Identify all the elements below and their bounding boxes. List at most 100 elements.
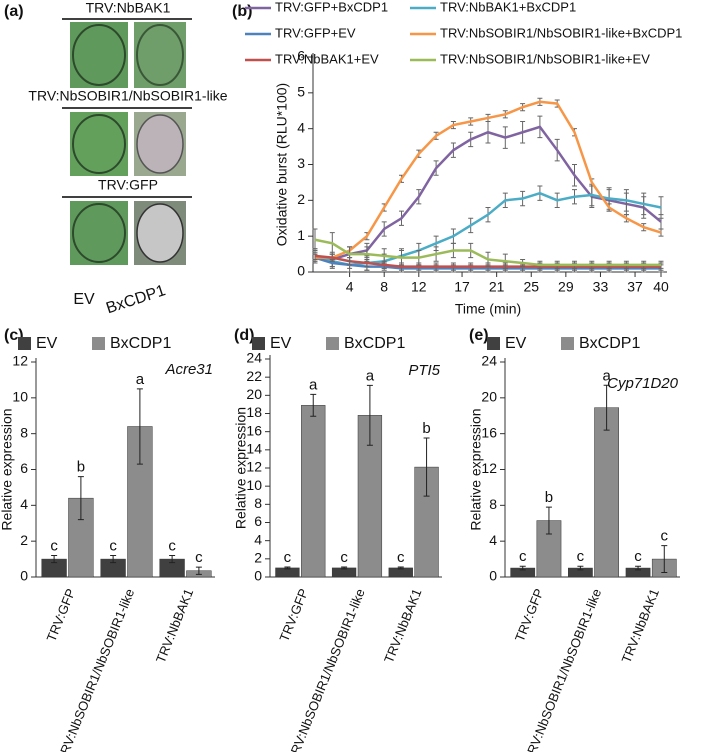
significance-letter: b bbox=[545, 489, 553, 506]
error-bar bbox=[169, 555, 176, 564]
y-tick-label: 4 bbox=[254, 531, 262, 547]
legend-label: TRV:GFP+EV bbox=[275, 25, 356, 40]
significance-letter: c bbox=[634, 548, 642, 565]
y-tick-label: 18 bbox=[246, 404, 262, 420]
legend-label: BxCDP1 bbox=[110, 335, 171, 352]
error-bar bbox=[545, 506, 552, 535]
error-bar bbox=[136, 388, 143, 465]
legend-swatch bbox=[326, 337, 339, 350]
error-bar bbox=[635, 565, 642, 571]
panel-label: (b) bbox=[232, 3, 252, 20]
legend-label: TRV:NbSOBIR1/NbSOBIR1-like+EV bbox=[440, 51, 650, 66]
column-label: BxCDP1 bbox=[104, 282, 168, 317]
legend-label: EV bbox=[505, 335, 527, 352]
x-tick-label: TRV:GFP bbox=[276, 587, 311, 644]
legend-label: TRV:GFP+BxCDP1 bbox=[275, 0, 388, 14]
y-tick-label: 12 bbox=[481, 460, 497, 476]
leaf-mark bbox=[136, 203, 184, 263]
y-tick-label: 1 bbox=[297, 227, 305, 243]
error-bar bbox=[423, 437, 430, 497]
legend-label: EV bbox=[36, 335, 58, 352]
y-tick-label: 12 bbox=[12, 353, 28, 369]
y-tick-label: 8 bbox=[489, 496, 497, 512]
legend-label: TRV:NbBAK1+BxCDP1 bbox=[440, 0, 576, 14]
x-tick-label: 4 bbox=[346, 279, 354, 295]
y-tick-label: 16 bbox=[481, 424, 497, 440]
gene-annotation: PTI5 bbox=[408, 362, 440, 379]
y-tick-label: 6 bbox=[20, 460, 28, 476]
error-bar bbox=[195, 566, 202, 575]
x-tick-label: TRV:NbBAK1 bbox=[153, 587, 196, 666]
error-bar bbox=[603, 384, 610, 431]
y-tick-label: 4 bbox=[489, 532, 497, 548]
legend-swatch bbox=[18, 337, 31, 350]
y-tick-label: 4 bbox=[20, 496, 28, 512]
legend-label: BxCDP1 bbox=[344, 335, 405, 352]
error-bar bbox=[341, 566, 348, 570]
x-tick-label: TRV:GFP bbox=[512, 587, 547, 644]
x-axis-title: Time (min) bbox=[455, 301, 521, 317]
y-tick-label: 10 bbox=[246, 477, 262, 493]
row-label: TRV:GFP bbox=[98, 177, 158, 193]
y-tick-label: 24 bbox=[481, 353, 497, 369]
x-tick-label: 21 bbox=[489, 279, 505, 295]
y-tick-label: 8 bbox=[20, 424, 28, 440]
column-label: EV bbox=[73, 291, 95, 308]
y-tick-label: 2 bbox=[297, 191, 305, 207]
gene-annotation: Cyp71D20 bbox=[607, 375, 679, 392]
significance-letter: b bbox=[422, 420, 430, 437]
significance-letter: a bbox=[602, 367, 611, 384]
significance-letter: c bbox=[577, 548, 585, 565]
leaf-image bbox=[134, 22, 186, 88]
leaf-mark bbox=[72, 203, 126, 263]
leaf-image bbox=[70, 112, 128, 176]
legend-label: TRV:NbBAK1+EV bbox=[275, 51, 379, 66]
x-tick-label: TRV:GFP bbox=[44, 587, 79, 644]
leaf-image bbox=[70, 22, 128, 88]
significance-letter: b bbox=[77, 459, 85, 476]
panel-label: (a) bbox=[4, 3, 24, 20]
x-tick-label: 25 bbox=[523, 279, 539, 295]
error-bar bbox=[658, 228, 664, 237]
error-bar bbox=[310, 393, 317, 417]
significance-letter: c bbox=[340, 549, 348, 566]
y-tick-label: 2 bbox=[254, 550, 262, 566]
y-tick-label: 12 bbox=[246, 459, 262, 475]
y-tick-label: 22 bbox=[246, 368, 262, 384]
x-tick-label: 40 bbox=[653, 279, 669, 295]
error-bar bbox=[110, 555, 117, 564]
row-label: TRV:NbBAK1 bbox=[86, 0, 171, 16]
error-bar bbox=[397, 566, 404, 570]
legend-label: BxCDP1 bbox=[579, 335, 640, 352]
image-panel: TRV:NbBAK1 TRV:NbSOBIR1/NbSOBIR1-like TR… bbox=[28, 0, 227, 317]
panel-label: (d) bbox=[234, 327, 254, 344]
y-tick-label: 10 bbox=[12, 389, 28, 405]
y-tick-label: 5 bbox=[297, 84, 305, 100]
y-axis-title: Relative expression bbox=[233, 407, 249, 529]
legend-label: TRV:NbSOBIR1/NbSOBIR1-like+BxCDP1 bbox=[440, 25, 682, 40]
series-line bbox=[315, 100, 662, 259]
y-tick-label: 6 bbox=[254, 513, 262, 529]
legend-swatch bbox=[487, 337, 500, 350]
y-tick-label: 8 bbox=[254, 495, 262, 511]
x-tick-label: TRV:NbBAK1 bbox=[381, 587, 424, 666]
significance-letter: c bbox=[519, 548, 527, 565]
legend-label: EV bbox=[270, 335, 292, 352]
row-label: TRV:NbSOBIR1/NbSOBIR1-like bbox=[28, 88, 227, 104]
y-axis-title: Oxidative burst (RLU*100) bbox=[274, 83, 290, 246]
error-bar bbox=[366, 384, 373, 446]
significance-letter: a bbox=[136, 371, 145, 388]
x-tick-label: 33 bbox=[593, 279, 609, 295]
error-bar bbox=[51, 555, 58, 564]
leaf-mark bbox=[72, 114, 126, 174]
significance-letter: c bbox=[50, 537, 58, 554]
leaf-image bbox=[70, 201, 128, 265]
x-tick-label: 37 bbox=[627, 279, 643, 295]
bar bbox=[594, 407, 619, 578]
significance-letter: c bbox=[661, 528, 669, 545]
x-tick-label: TRV:NbBAK1 bbox=[619, 587, 662, 666]
y-tick-label: 14 bbox=[246, 441, 262, 457]
error-bar bbox=[661, 545, 668, 574]
y-tick-label: 4 bbox=[297, 119, 305, 135]
